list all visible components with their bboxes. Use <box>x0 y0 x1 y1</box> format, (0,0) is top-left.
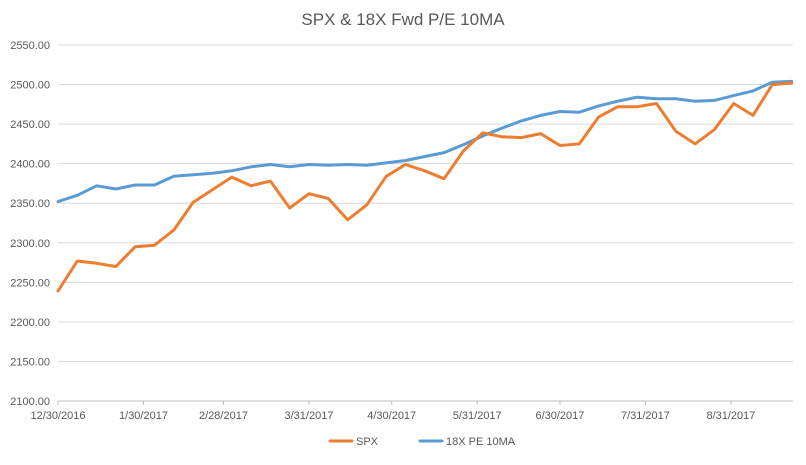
series-line-18x-pe-10ma <box>56 79 794 204</box>
y-tick-label: 2300.00 <box>10 238 50 250</box>
series-layer <box>56 79 794 293</box>
y-axis: 2100.00 2150.00 2200.00 2250.00 2300.00 2350.… <box>10 40 50 408</box>
x-tick-label: 5/31/2017 <box>453 410 502 422</box>
y-tick-label: 2150.00 <box>10 356 50 368</box>
y-tick-label: 2550.00 <box>10 40 50 52</box>
y-tick-label: 2200.00 <box>10 317 50 329</box>
x-tick-label: 4/30/2017 <box>367 410 416 422</box>
x-tick-label: 7/31/2017 <box>621 410 670 422</box>
y-tick-label: 2500.00 <box>10 80 50 92</box>
x-tick-label: 8/31/2017 <box>706 410 755 422</box>
y-tick-label: 2450.00 <box>10 119 50 131</box>
legend-label-18x-pe-10ma: 18X PE 10MA <box>446 436 516 448</box>
x-tick-label: 12/30/2016 <box>30 410 85 422</box>
chart-title: SPX & 18X Fwd P/E 10MA <box>301 10 505 29</box>
y-tick-label: 2250.00 <box>10 277 50 289</box>
x-tick-label: 6/30/2017 <box>535 410 584 422</box>
grid-layer <box>58 44 793 402</box>
y-tick-label: 2100.00 <box>10 396 50 408</box>
legend: SPX 18X PE 10MA <box>328 436 516 448</box>
x-tick-label: 3/31/2017 <box>285 410 334 422</box>
legend-label-spx: SPX <box>356 436 379 448</box>
x-tick-label: 1/30/2017 <box>119 410 168 422</box>
x-axis: 12/30/2016 1/30/2017 2/28/2017 3/31/2017 4/3… <box>30 401 755 422</box>
y-tick-label: 2350.00 <box>10 198 50 210</box>
series-line-spx <box>56 81 794 293</box>
y-tick-label: 2400.00 <box>10 159 50 171</box>
x-tick-label: 2/28/2017 <box>199 410 248 422</box>
